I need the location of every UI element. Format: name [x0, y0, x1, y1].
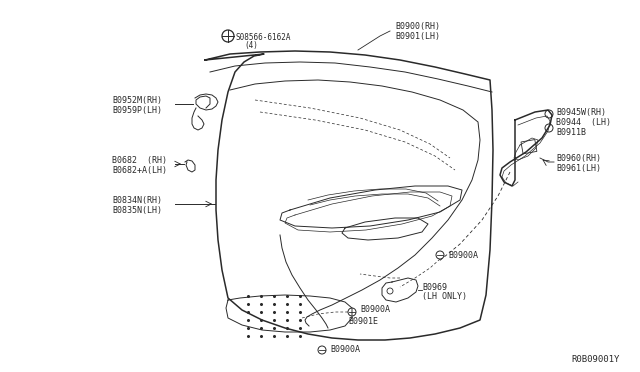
Bar	[521, 140, 537, 154]
Text: B0959P(LH): B0959P(LH)	[112, 106, 162, 115]
Text: B0900A: B0900A	[448, 250, 478, 260]
Text: B0911B: B0911B	[556, 128, 586, 137]
Text: B0960(RH): B0960(RH)	[556, 154, 601, 163]
Text: B0945W(RH): B0945W(RH)	[556, 108, 606, 116]
Text: B0682  (RH): B0682 (RH)	[112, 155, 167, 164]
Text: B0900(RH): B0900(RH)	[395, 22, 440, 31]
Text: B0969: B0969	[422, 282, 447, 292]
Text: B0900A: B0900A	[360, 305, 390, 314]
Text: B0835N(LH): B0835N(LH)	[112, 205, 162, 215]
Text: B0900A: B0900A	[330, 346, 360, 355]
Text: B0834N(RH): B0834N(RH)	[112, 196, 162, 205]
Text: B0944  (LH): B0944 (LH)	[556, 118, 611, 126]
Text: S08566-6162A: S08566-6162A	[236, 32, 291, 42]
Text: B0682+A(LH): B0682+A(LH)	[112, 166, 167, 174]
Text: (4): (4)	[244, 41, 258, 49]
Text: (LH ONLY): (LH ONLY)	[422, 292, 467, 301]
Text: B0901(LH): B0901(LH)	[395, 32, 440, 41]
Text: R0B09001Y: R0B09001Y	[572, 356, 620, 365]
Text: B0961(LH): B0961(LH)	[556, 164, 601, 173]
Text: B0901E: B0901E	[348, 317, 378, 327]
Text: B0952M(RH): B0952M(RH)	[112, 96, 162, 105]
